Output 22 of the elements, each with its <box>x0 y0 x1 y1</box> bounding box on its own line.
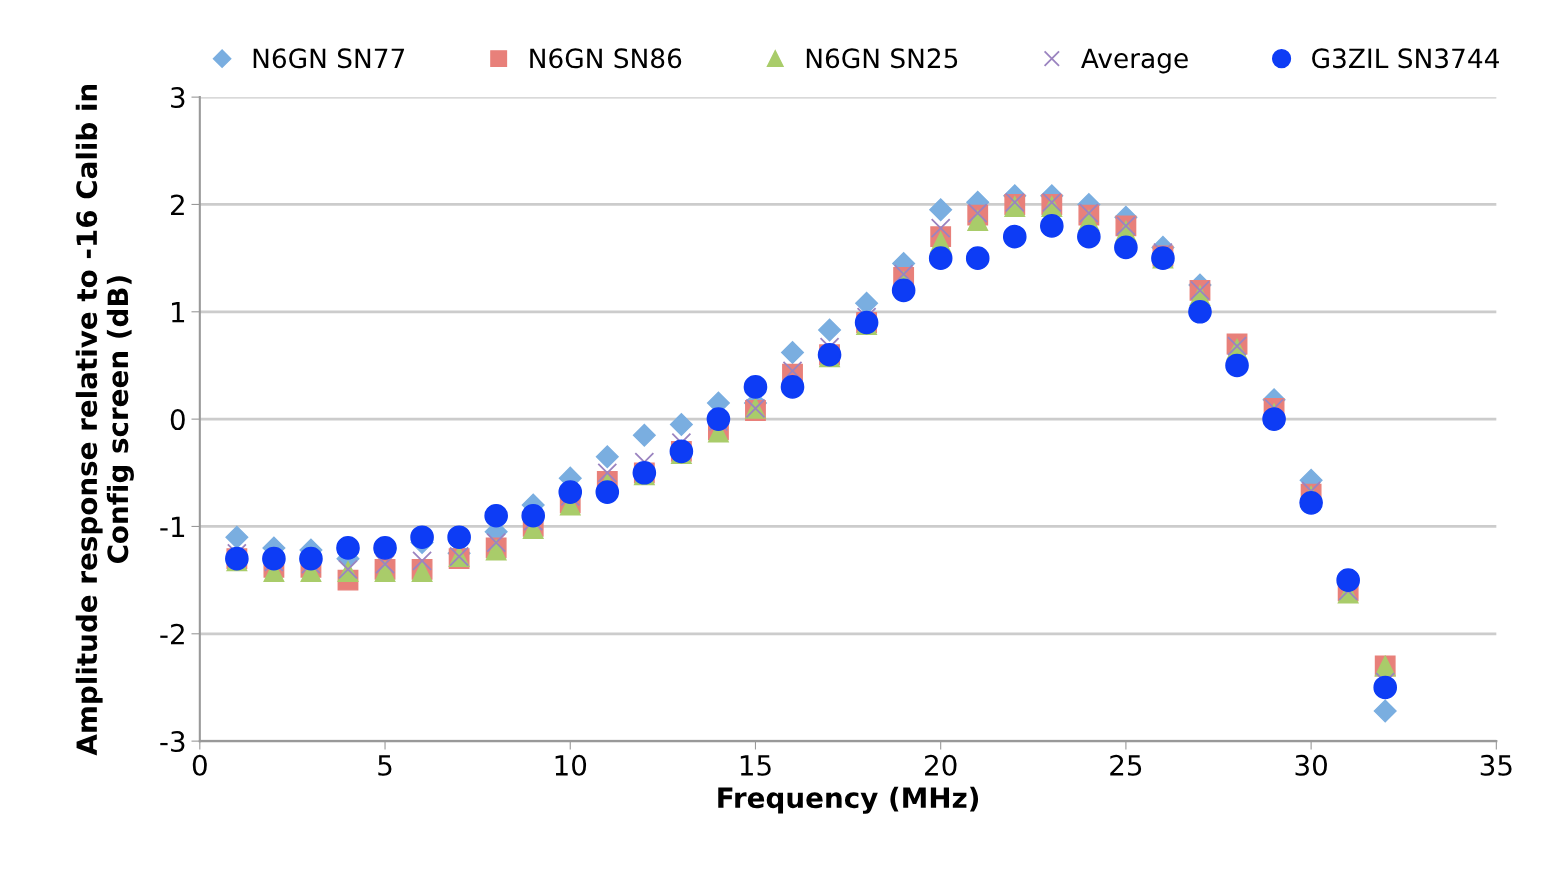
legend-label: N6GN SN25 <box>806 48 958 69</box>
y-tick-label: 2 <box>170 194 184 216</box>
legend-label: N6GN SN77 <box>253 48 405 69</box>
y-axis-title: Amplitude response relative to -16 Calib in Config screen (dB) <box>75 84 134 756</box>
y-tick-label: 1 <box>172 302 185 323</box>
x-axis-title: Frequency (MHz) <box>718 786 979 814</box>
legend-label: N6GN SN86 <box>530 48 682 69</box>
legend-label: Average <box>1081 48 1188 74</box>
x-tick-label: 30 <box>1295 754 1327 776</box>
y-tick-label: -2 <box>160 623 184 645</box>
legend-label: G3ZIL SN3744 <box>1312 48 1499 69</box>
x-tick-label: 25 <box>1110 754 1142 776</box>
y-tick-label: 3 <box>171 87 185 109</box>
x-tick-label: 10 <box>555 754 587 776</box>
x-tick-label: 20 <box>925 754 957 776</box>
x-tick-label: 35 <box>1480 754 1512 776</box>
y-tick-label: 0 <box>170 409 185 431</box>
x-tick-label: 15 <box>740 755 771 776</box>
y-tick-label: -3 <box>160 731 185 753</box>
x-tick-label: 0 <box>192 754 207 776</box>
x-tick-label: 5 <box>378 755 392 776</box>
y-tick-label: -1 <box>160 516 185 538</box>
